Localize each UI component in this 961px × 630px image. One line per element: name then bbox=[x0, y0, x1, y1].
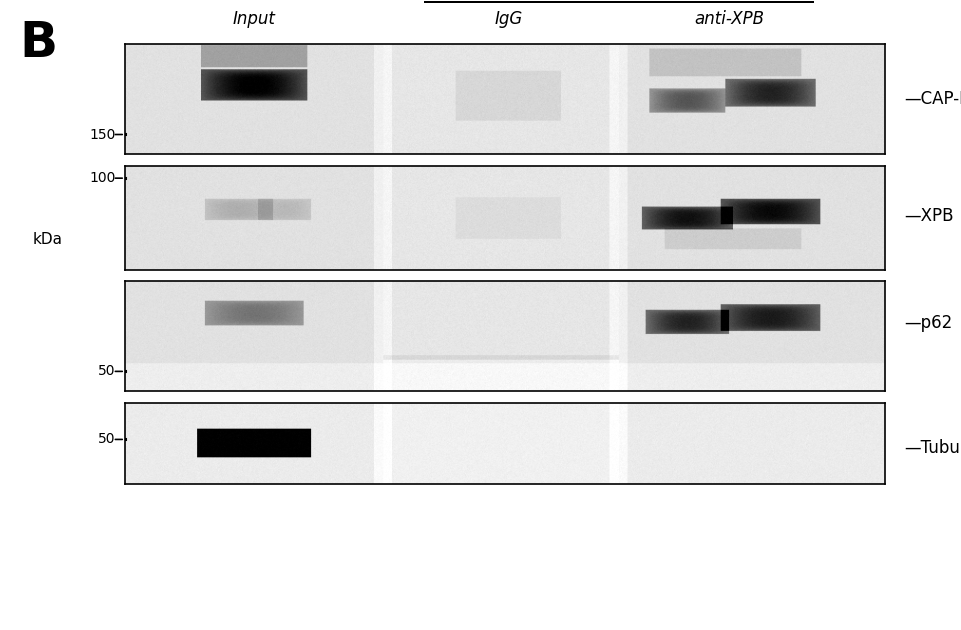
Text: IgG: IgG bbox=[494, 10, 523, 28]
Text: 150: 150 bbox=[89, 127, 115, 142]
Text: kDa: kDa bbox=[33, 232, 63, 246]
Text: B: B bbox=[19, 19, 58, 67]
Text: 50: 50 bbox=[98, 432, 115, 447]
Text: —p62: —p62 bbox=[903, 314, 951, 332]
Text: —CAP-D3: —CAP-D3 bbox=[903, 90, 961, 108]
Text: 50: 50 bbox=[98, 364, 115, 379]
Text: 100: 100 bbox=[89, 171, 115, 185]
Text: —XPB: —XPB bbox=[903, 207, 952, 224]
Text: —Tubulin: —Tubulin bbox=[903, 438, 961, 457]
Text: anti-XPB: anti-XPB bbox=[694, 10, 763, 28]
Text: Input: Input bbox=[233, 10, 276, 28]
